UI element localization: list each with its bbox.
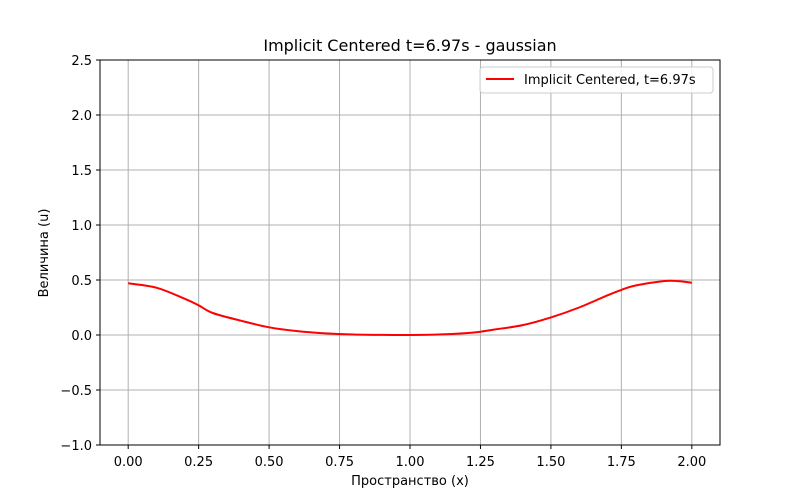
legend-label: Implicit Centered, t=6.97s bbox=[524, 73, 696, 88]
x-axis-label: Пространство (x) bbox=[351, 474, 469, 489]
x-tick-label: 0.75 bbox=[325, 455, 354, 470]
y-axis-label: Величина (u) bbox=[37, 209, 52, 298]
x-tick-label: 1.75 bbox=[607, 455, 636, 470]
series-layer bbox=[128, 279, 692, 337]
y-tick-label: 2.0 bbox=[71, 109, 92, 124]
x-tick-label: 1.50 bbox=[536, 455, 565, 470]
y-tick-label: 2.5 bbox=[71, 54, 92, 69]
y-tick-label: 0.0 bbox=[71, 329, 92, 344]
y-tick-label: −0.5 bbox=[60, 384, 92, 399]
y-tick-label: 0.5 bbox=[71, 274, 92, 289]
y-tick-label: 1.0 bbox=[71, 219, 92, 234]
legend-box bbox=[479, 66, 714, 94]
y-tick-label: 1.5 bbox=[71, 164, 92, 179]
x-tick-label: 2.00 bbox=[677, 455, 706, 470]
legend: Implicit Centered, t=6.97s bbox=[479, 66, 714, 94]
x-tick-label: 0.50 bbox=[255, 455, 284, 470]
ticks: 0.00 0.25 0.50 0.75 1.00 1.25 1.50 1.75 2.00 −1.0… bbox=[60, 54, 706, 470]
x-tick-label: 0.00 bbox=[114, 455, 143, 470]
x-tick-label: 0.25 bbox=[184, 455, 213, 470]
x-tick-label: 1.00 bbox=[396, 455, 425, 470]
grid bbox=[100, 59, 720, 446]
chart-title: Implicit Centered t=6.97s - gaussian bbox=[263, 36, 556, 55]
y-tick-label: −1.0 bbox=[60, 439, 92, 454]
x-tick-label: 1.25 bbox=[466, 455, 495, 470]
series-line bbox=[128, 279, 692, 337]
